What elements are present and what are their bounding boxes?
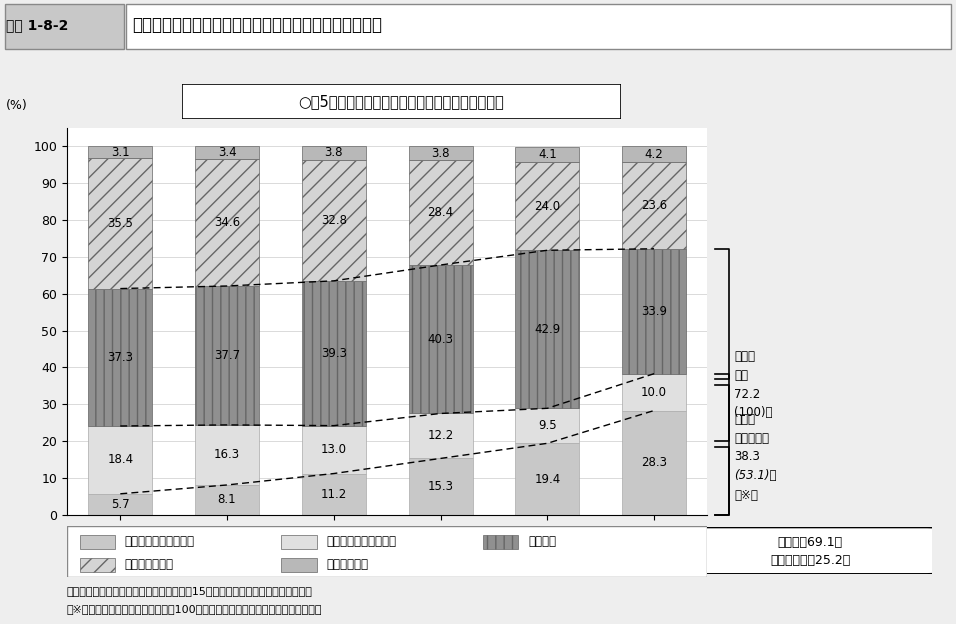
Bar	[79, 558, 115, 572]
Bar	[622, 162, 686, 249]
Bar	[515, 408, 579, 443]
Text: 3.8: 3.8	[431, 147, 450, 160]
Bar	[408, 147, 472, 160]
Bar	[302, 160, 366, 281]
Text: 39.3: 39.3	[321, 347, 347, 359]
Text: 35.5: 35.5	[107, 217, 133, 230]
Text: 継続就業率: 継続就業率	[734, 432, 770, 444]
Text: 資料：国立社会保障・人口問題研究所「第15回出生動向基本調査（夫婦調査）」: 資料：国立社会保障・人口問題研究所「第15回出生動向基本調査（夫婦調査）」	[67, 586, 313, 596]
Text: その他・不詳: その他・不詳	[326, 558, 368, 572]
Text: (100)％: (100)％	[734, 406, 772, 419]
FancyBboxPatch shape	[681, 527, 940, 574]
Bar	[88, 426, 152, 494]
Text: 38.3: 38.3	[734, 451, 760, 463]
Text: 有職: 有職	[734, 369, 749, 382]
Bar	[302, 146, 366, 160]
Text: 図表 1-8-2: 図表 1-8-2	[6, 19, 69, 32]
Bar	[408, 414, 472, 459]
Text: 出産前: 出産前	[734, 350, 755, 363]
Text: 10.0: 10.0	[641, 386, 667, 399]
Bar	[195, 158, 259, 286]
Text: 3.8: 3.8	[324, 147, 343, 160]
Bar	[88, 158, 152, 288]
Text: 37.7: 37.7	[214, 349, 240, 362]
Bar	[195, 146, 259, 158]
Bar	[408, 459, 472, 515]
Text: 13.0: 13.0	[321, 443, 347, 456]
Bar	[302, 281, 366, 426]
Text: 16.3: 16.3	[214, 449, 240, 461]
Bar	[408, 265, 472, 414]
Bar	[302, 474, 366, 515]
Bar	[126, 4, 951, 49]
Text: 5.7: 5.7	[111, 498, 130, 511]
Text: 28.3: 28.3	[641, 456, 667, 469]
Bar	[622, 411, 686, 515]
Bar	[281, 535, 316, 549]
Text: 正規の職69.1％: 正規の職69.1％	[777, 536, 843, 548]
Bar	[88, 288, 152, 426]
Text: 15.3: 15.3	[427, 480, 453, 493]
Bar	[515, 250, 579, 408]
Bar	[79, 535, 115, 549]
Text: （※）　（　）内は出産前有職者を100として、出産後の継続就業者の割合を算出: （※） （ ）内は出産前有職者を100として、出産後の継続就業者の割合を算出	[67, 603, 322, 613]
Bar	[195, 286, 259, 425]
Text: 37.3: 37.3	[107, 351, 133, 364]
Bar	[5, 4, 124, 49]
Text: 8.1: 8.1	[218, 494, 236, 507]
Text: 18.4: 18.4	[107, 454, 133, 466]
Text: 9.5: 9.5	[538, 419, 556, 432]
Text: 40.3: 40.3	[427, 333, 453, 346]
Text: 出産退職: 出産退職	[528, 535, 556, 548]
Text: 11.2: 11.2	[320, 488, 347, 500]
Text: 72.2: 72.2	[734, 388, 760, 401]
Text: 33.9: 33.9	[641, 305, 667, 318]
Bar	[515, 162, 579, 250]
Bar	[483, 535, 518, 549]
Text: 12.2: 12.2	[427, 429, 454, 442]
Text: 出産後: 出産後	[734, 413, 755, 426]
Bar	[515, 147, 579, 162]
Bar	[408, 160, 472, 265]
Text: 妊娠前から無職: 妊娠前から無職	[124, 558, 174, 572]
Text: 42.9: 42.9	[534, 323, 560, 336]
Text: 4.2: 4.2	[644, 148, 663, 160]
Text: 3.1: 3.1	[111, 145, 130, 158]
Bar	[302, 426, 366, 474]
Bar	[88, 494, 152, 515]
Text: 就業継続（育休利用）: 就業継続（育休利用）	[124, 535, 195, 548]
Bar	[622, 249, 686, 374]
Text: 23.6: 23.6	[641, 199, 667, 212]
Text: 3.4: 3.4	[218, 146, 236, 158]
Text: 就業継続（育休なし）: 就業継続（育休なし）	[326, 535, 397, 548]
Text: 4.1: 4.1	[538, 148, 556, 161]
Text: (%): (%)	[6, 99, 28, 112]
Text: ○約5割の女性が出産・育児により離職している。: ○約5割の女性が出産・育児により離職している。	[298, 94, 505, 109]
Text: 32.8: 32.8	[321, 214, 347, 227]
Bar	[515, 443, 579, 515]
Bar	[88, 147, 152, 158]
Text: 第１子出生年別にみた、第１子出産前後の妻の就業変化: 第１子出生年別にみた、第１子出産前後の妻の就業変化	[132, 16, 382, 34]
Bar	[622, 374, 686, 411]
Text: 28.4: 28.4	[427, 206, 453, 219]
Text: 24.0: 24.0	[534, 200, 560, 213]
Text: （※）: （※）	[734, 489, 758, 502]
Text: 34.6: 34.6	[214, 216, 240, 229]
Bar	[195, 485, 259, 515]
X-axis label: 子どもの出生年: 子どもの出生年	[358, 546, 417, 560]
Bar	[281, 558, 316, 572]
Text: (53.1)％: (53.1)％	[734, 469, 776, 482]
Text: 19.4: 19.4	[534, 472, 560, 485]
Bar	[622, 147, 686, 162]
Bar	[195, 425, 259, 485]
Text: パート・派遣25.2％: パート・派遣25.2％	[771, 555, 850, 567]
